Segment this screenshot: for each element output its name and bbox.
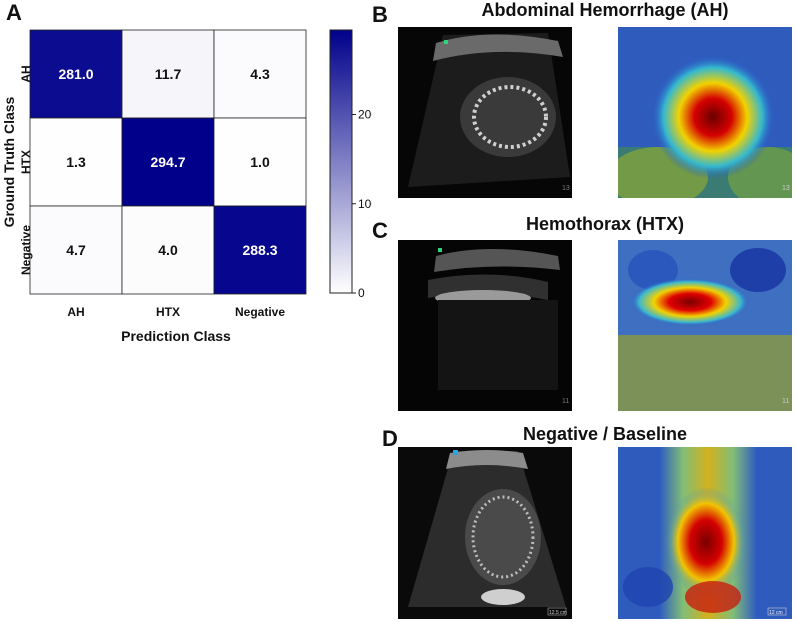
ultrasound-image-ah: 13	[398, 27, 572, 198]
heatmap-value-label: 4.3	[250, 66, 270, 82]
heatmap-cell	[29, 205, 123, 295]
x-tick-label: AH	[67, 305, 84, 319]
confusion-matrix-chart: 281.0 11.7 4.3 1.3 294.7 1.0 4.7 4.0 288.3 AH HTX…	[1, 29, 372, 344]
y-tick-labels: AH HTX Negative	[19, 65, 33, 275]
heatmap-value-label: 281.0	[58, 66, 93, 82]
colorbar-tick-label: 100	[358, 197, 372, 211]
heatmap-cell	[121, 205, 215, 295]
colorbar-ticks: 0 100 200	[352, 108, 372, 300]
heatmap-cells	[29, 29, 307, 295]
panel-title-c: Hemothorax (HTX)	[525, 214, 684, 234]
x-tick-labels: AH HTX Negative	[67, 305, 285, 319]
heatmap-value-label: 4.0	[158, 242, 178, 258]
svg-text:13: 13	[562, 185, 570, 192]
panel-title-d: Negative / Baseline	[522, 424, 688, 444]
heatmap-value-label: 11.7	[155, 66, 182, 82]
heatmap-overlay-htx: 11	[618, 240, 792, 411]
svg-text:13: 13	[782, 185, 790, 192]
heatmap-cell	[213, 117, 307, 207]
x-tick-label: HTX	[156, 305, 180, 319]
x-tick-label: Negative	[235, 305, 285, 319]
heatmap-cell	[213, 29, 307, 119]
svg-text:11: 11	[782, 398, 789, 405]
heatmap-cell	[29, 117, 123, 207]
svg-text:11: 11	[562, 398, 569, 405]
heatmap-overlay-ah: 13	[618, 27, 792, 198]
y-tick-label: Negative	[19, 225, 33, 275]
panel-title-b: Abdominal Hemorrhage (AH)	[481, 0, 729, 20]
colorbar	[329, 29, 353, 294]
ultrasound-image-negative: 12.5 cm	[398, 447, 572, 619]
y-tick-label: HTX	[19, 150, 33, 174]
colorbar-tick-label: 200	[358, 108, 372, 122]
heatmap-cell	[121, 117, 215, 207]
heatmap-value-label: 4.7	[66, 242, 86, 258]
y-tick-label: AH	[19, 65, 33, 82]
heatmap-value-label: 288.3	[242, 242, 277, 258]
y-axis-label: Ground Truth Class	[1, 96, 17, 227]
x-axis-label: Prediction Class	[121, 328, 231, 344]
panel-letter-b: B	[372, 2, 388, 27]
heatmap-value-label: 1.3	[66, 154, 86, 170]
heatmap-value-labels: 281.0 11.7 4.3 1.3 294.7 1.0 4.7 4.0 288.3	[58, 66, 277, 258]
panel-letter-d: D	[382, 426, 398, 451]
ultrasound-image-htx: 11	[398, 240, 572, 411]
panel-letter-c: C	[372, 218, 388, 243]
heatmap-cell	[213, 205, 307, 295]
heatmap-overlay-negative: 12 cm	[618, 447, 792, 619]
svg-text:12 cm: 12 cm	[769, 610, 783, 616]
heatmap-value-label: 294.7	[150, 154, 185, 170]
svg-text:12.5 cm: 12.5 cm	[549, 610, 567, 616]
heatmap-value-label: 1.0	[250, 154, 270, 170]
colorbar-tick-label: 0	[358, 286, 365, 300]
panel-letter-a: A	[6, 0, 22, 25]
